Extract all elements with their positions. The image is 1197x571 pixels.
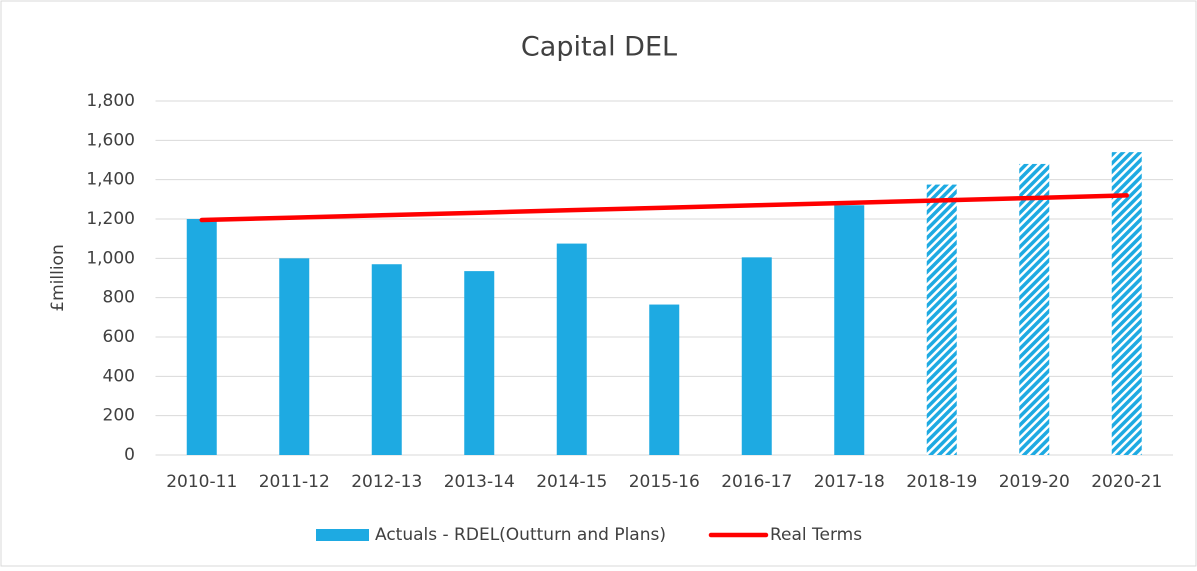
y-tick-label: 1,400: [86, 170, 135, 190]
chart-title: Capital DEL: [521, 32, 677, 63]
x-tick-label: 2016-17: [721, 472, 792, 492]
bar: [464, 271, 495, 455]
bar: [741, 257, 772, 455]
y-tick-label: 1,600: [86, 130, 135, 150]
x-tick-label: 2020-21: [1091, 472, 1162, 492]
bar: [649, 304, 680, 455]
y-tick-label: 400: [103, 366, 135, 386]
x-tick-label: 2017-18: [814, 472, 885, 492]
bar: [1019, 163, 1050, 455]
x-tick-label: 2018-19: [906, 472, 977, 492]
y-tick-label: 1,200: [86, 209, 135, 229]
bar: [926, 184, 957, 456]
legend-label: Actuals - RDEL(Outturn and Plans): [375, 525, 666, 545]
bar: [371, 264, 402, 455]
x-tick-label: 2015-16: [629, 472, 700, 492]
x-tick-label: 2012-13: [351, 472, 422, 492]
x-tick-label: 2010-11: [166, 472, 237, 492]
legend-swatch: [316, 529, 369, 541]
x-tick-label: 2014-15: [536, 472, 607, 492]
y-tick-label: 200: [103, 406, 135, 426]
x-tick-label: 2019-20: [999, 472, 1070, 492]
y-axis-label: £million: [48, 244, 68, 311]
y-tick-label: 800: [103, 288, 135, 308]
y-tick-label: 1,800: [86, 91, 135, 111]
bar: [834, 205, 865, 455]
bar: [1111, 152, 1142, 455]
y-tick-label: 600: [103, 327, 135, 347]
legend-label: Real Terms: [770, 525, 862, 545]
x-tick-label: 2011-12: [259, 472, 330, 492]
line: [199, 193, 1129, 223]
x-tick-label: 2013-14: [444, 472, 515, 492]
bar: [186, 219, 217, 455]
bar: [279, 258, 310, 455]
bar: [556, 243, 587, 455]
y-tick-label: 0: [124, 445, 135, 465]
y-tick-label: 1,000: [86, 248, 135, 268]
